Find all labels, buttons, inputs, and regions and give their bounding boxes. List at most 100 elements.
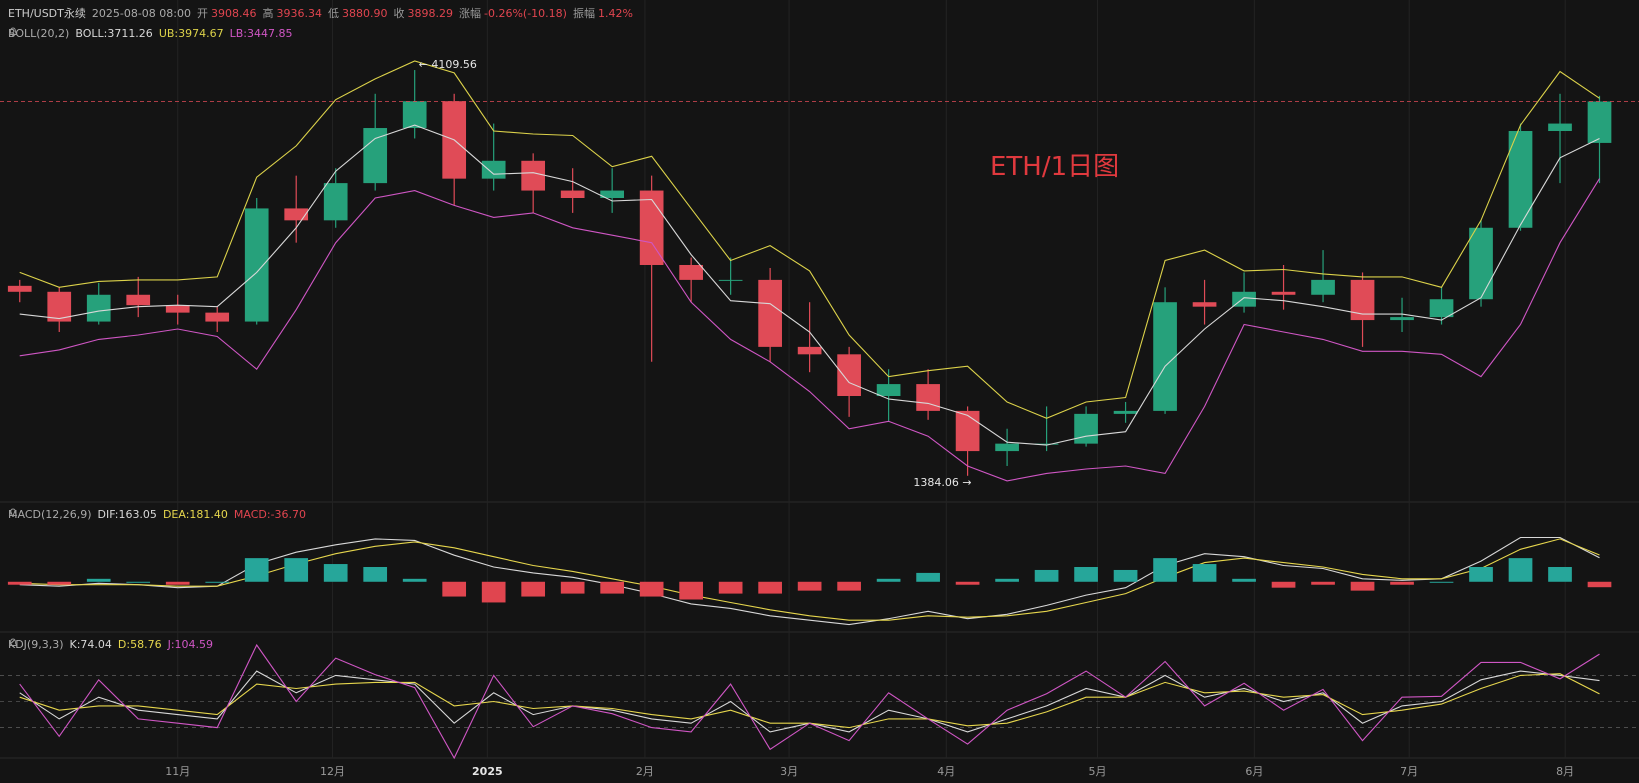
candle-body (995, 443, 1019, 452)
alert-icon[interactable] (8, 27, 18, 37)
histogram-bar (1311, 581, 1335, 585)
histogram-bar (837, 581, 861, 591)
candle-body (402, 101, 427, 129)
histogram-bar (1153, 558, 1177, 582)
candle-body (284, 208, 309, 221)
alert-icon[interactable] (8, 638, 18, 648)
histogram-bar (442, 581, 467, 597)
candle-body (955, 410, 980, 452)
candles (7, 70, 1612, 476)
histogram-bar (7, 581, 32, 585)
candle-body (1508, 131, 1533, 228)
x-tick-label: 5月 (1089, 765, 1107, 778)
candle-body (1113, 410, 1138, 414)
x-tick-label: 3月 (780, 765, 798, 778)
histogram-bar (600, 581, 625, 594)
bollinger-line (19, 60, 1600, 419)
histogram-bar (1192, 564, 1217, 582)
x-tick-label: 8月 (1556, 765, 1574, 778)
legend-entry: DIF:163.05 (97, 508, 157, 521)
histogram-bar (560, 581, 585, 594)
field-value: 3898.29 (407, 6, 454, 20)
histogram-bar (1350, 581, 1375, 591)
field-value: 1.42% (597, 6, 633, 20)
histogram-bar (205, 581, 230, 583)
legend-entry: DEA:181.40 (162, 508, 228, 521)
indicator-legend: BOLL(20,2) BOLL:3711.26 UB:3974.67 LB:3447.… (8, 27, 292, 40)
x-tick-label: 6月 (1245, 765, 1263, 778)
legend-entry: LB:3447.85 (229, 27, 293, 40)
histogram-bar (1548, 567, 1572, 582)
legend-entry: K:74.04 (69, 638, 112, 651)
candle-body (837, 354, 861, 397)
histogram-bar (1587, 581, 1612, 588)
histogram-bar (284, 558, 309, 582)
candle-body (165, 305, 190, 313)
candle-body (718, 279, 743, 281)
histogram-bar (955, 581, 980, 585)
histogram-bar (639, 581, 664, 597)
histogram-bar (916, 572, 940, 582)
x-tick-label: 12月 (320, 765, 345, 778)
candle-body (1034, 443, 1059, 445)
histogram-bar (758, 581, 782, 594)
candle-body (1311, 279, 1335, 295)
candle-body (1469, 227, 1493, 300)
candle-body (1271, 291, 1296, 295)
histogram-bar (86, 578, 111, 582)
indicator-name: MACD(12,26,9) (8, 508, 92, 521)
field-value: 3880.90 (342, 6, 388, 20)
alert-icon[interactable] (8, 508, 18, 518)
candle-body (86, 294, 111, 322)
histogram-bar (402, 578, 427, 582)
histogram-bar (1508, 558, 1533, 582)
histogram-bar (1113, 569, 1138, 582)
histogram-bar (481, 581, 506, 603)
candle-body (600, 190, 625, 199)
legend-entry: J:104.59 (167, 638, 214, 651)
indicator-legend: KDJ(9,3,3) K:74.04 D:58.76 J:104.59 (8, 638, 213, 651)
x-tick-label: 2月 (636, 765, 654, 778)
histogram-bar (521, 581, 546, 597)
field-label: 收 (393, 7, 405, 20)
indicator-legend: MACD(12,26,9) DIF:163.05 DEA:181.40 MACD:-3… (8, 508, 306, 521)
x-tick-label: 7月 (1400, 765, 1418, 778)
field-value: 3936.34 (276, 6, 323, 20)
indicator-line (19, 538, 1600, 621)
header: ETH/USDT永续 2025-08-08 08:00 开 3908.46 高 3936.… (8, 5, 633, 21)
histogram-bar (1034, 569, 1059, 582)
candle-body (758, 279, 782, 347)
x-tick-label: 4月 (937, 765, 955, 778)
field-label: 涨幅 (459, 7, 481, 20)
histogram-bar (1232, 578, 1256, 582)
candle-body (1153, 302, 1177, 411)
histogram-bar (995, 578, 1019, 582)
x-tick-label: 2025 (472, 765, 503, 778)
candle-body (363, 128, 388, 184)
candle-body (876, 384, 901, 397)
candle-body (679, 264, 703, 280)
candle-body (205, 312, 230, 322)
indicator-line (19, 643, 1600, 760)
candle-body (1587, 101, 1612, 143)
indicator-name: KDJ(9,3,3) (8, 638, 64, 651)
candle-body (126, 294, 151, 306)
candle-body (797, 346, 822, 355)
candle-body (1074, 413, 1098, 444)
histogram-bar (1469, 567, 1493, 582)
field-value: -0.26%(-10.18) (484, 6, 567, 20)
candle-body (1429, 299, 1454, 318)
field-value: 3908.46 (211, 6, 257, 20)
candle-body (323, 183, 348, 221)
price-annotation: ← 4109.56 (419, 58, 477, 71)
histogram-bar (323, 564, 348, 582)
candle-body (916, 384, 940, 411)
indicator-line (19, 536, 1600, 626)
legend-entry: MACD:-36.70 (233, 508, 307, 521)
price-annotation: 1384.06 → (913, 476, 971, 489)
histogram-bar (1390, 581, 1414, 585)
candle-body (244, 208, 269, 322)
bollinger-line (19, 124, 1600, 446)
legend-entry: BOLL:3711.26 (75, 27, 153, 40)
